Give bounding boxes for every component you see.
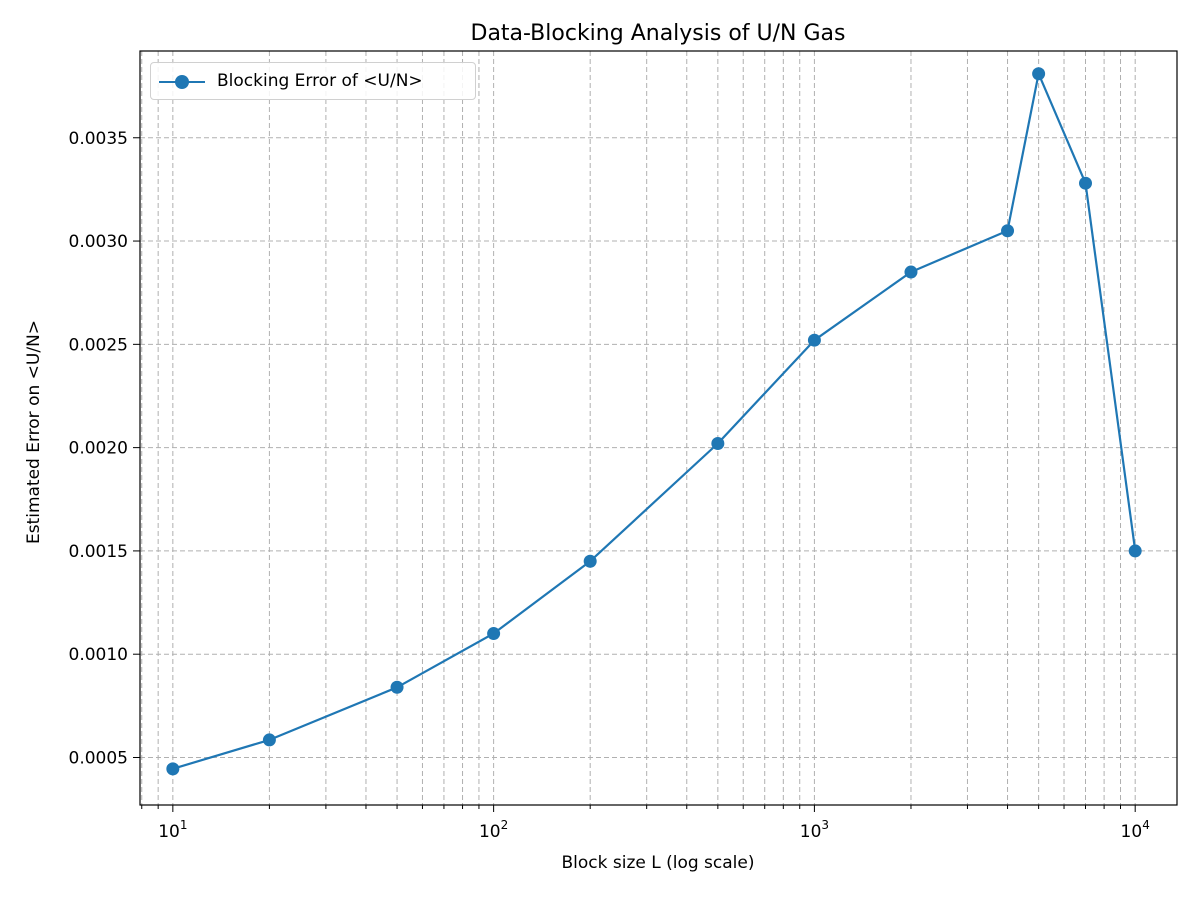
data-point	[1079, 176, 1093, 190]
data-point	[390, 680, 404, 694]
y-tick-label: 0.0010	[69, 645, 128, 665]
data-point	[807, 333, 821, 347]
data-point	[711, 436, 725, 450]
x-axis-label: Block size L (log scale)	[561, 853, 754, 873]
grid	[140, 51, 1177, 805]
data-point	[1032, 67, 1046, 81]
y-tick-label: 0.0015	[69, 542, 128, 562]
legend: Blocking Error of <U/N>	[150, 62, 476, 100]
series-line	[172, 72, 1137, 770]
y-tick-label: 0.0035	[69, 129, 128, 149]
data-point	[1128, 544, 1142, 558]
series-layer	[166, 67, 1142, 776]
data-point	[904, 265, 918, 279]
data-point	[1001, 224, 1015, 238]
y-tick-label: 0.0020	[69, 439, 128, 459]
x-tick-label: 102	[479, 818, 508, 842]
data-point	[583, 554, 597, 568]
y-tick-label: 0.0030	[69, 232, 128, 252]
x-tick-label: 101	[158, 818, 187, 842]
data-point	[166, 762, 180, 776]
x-tick-label: 103	[800, 818, 829, 842]
y-axis-label: Estimated Error on <U/N>	[24, 320, 44, 544]
y-tick-label: 0.0005	[69, 748, 128, 768]
legend-label: Blocking Error of <U/N>	[217, 71, 423, 91]
y-tick-label: 0.0025	[69, 335, 128, 355]
data-point	[487, 627, 501, 641]
data-point	[262, 733, 276, 747]
axes-frame	[139, 50, 1178, 806]
legend-marker-swatch	[175, 75, 189, 89]
chart-title: Data-Blocking Analysis of U/N Gas	[471, 21, 846, 46]
ticks: 0.0005 0.0010 0.0015 0.0020 0.0025 0.0030 0.00…	[69, 129, 1150, 842]
x-tick-label: 104	[1121, 818, 1150, 842]
